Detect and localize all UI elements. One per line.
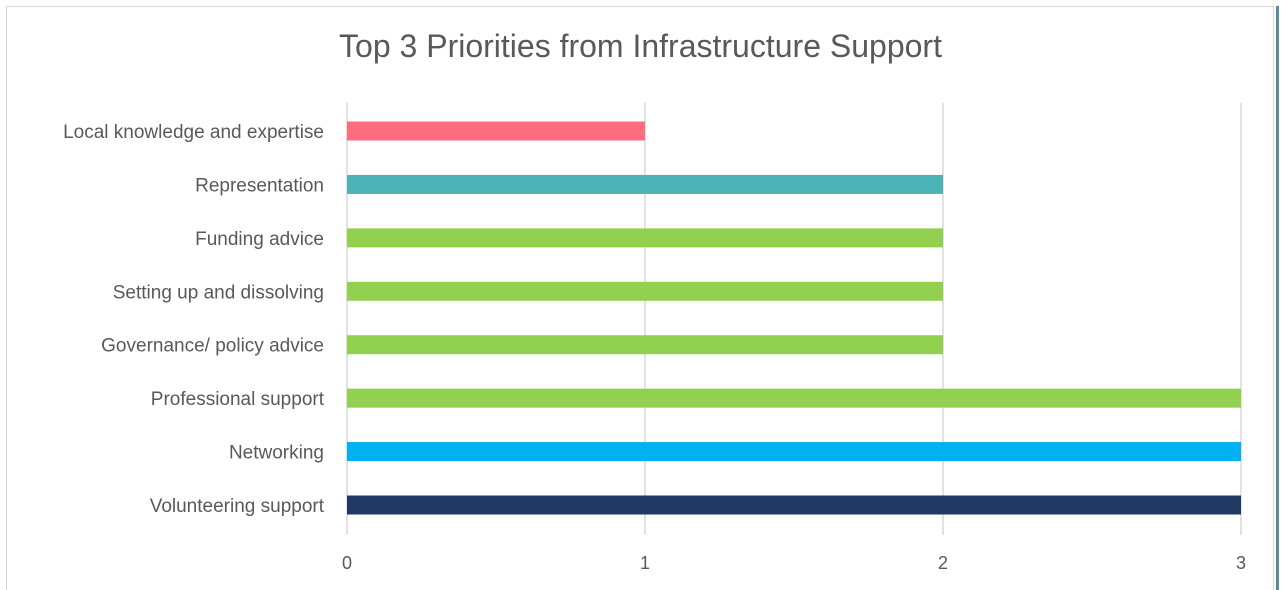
- bar: [347, 228, 943, 248]
- x-tick-labels: 0 1 2 3: [342, 553, 1246, 573]
- bar: [347, 121, 645, 141]
- bars: [347, 121, 1241, 515]
- x-tick-label: 3: [1236, 553, 1246, 573]
- category-label: Governance/ policy advice: [101, 336, 324, 357]
- x-tick-label: 2: [938, 553, 948, 573]
- bar: [347, 495, 1241, 515]
- bar: [347, 335, 943, 355]
- category-label: Setting up and dissolving: [113, 282, 324, 303]
- category-label: Professional support: [151, 389, 325, 410]
- category-labels: Local knowledge and expertise Representat…: [63, 122, 325, 517]
- category-label: Representation: [195, 175, 324, 196]
- bar: [347, 174, 943, 194]
- x-tick-label: 1: [640, 553, 650, 573]
- chart-title: Top 3 Priorities from Infrastructure Sup…: [339, 28, 942, 64]
- bar: [347, 388, 1241, 408]
- chart-frame: [6, 6, 1274, 590]
- x-tick-label: 0: [342, 553, 352, 573]
- bar: [347, 281, 943, 301]
- bar: [347, 442, 1241, 462]
- category-label: Volunteering support: [150, 496, 325, 517]
- category-label: Funding advice: [195, 229, 324, 250]
- category-label: Networking: [229, 443, 324, 464]
- gridlines: [346, 103, 1242, 535]
- category-label: Local knowledge and expertise: [63, 122, 324, 143]
- right-edge-accent: [1276, 6, 1279, 590]
